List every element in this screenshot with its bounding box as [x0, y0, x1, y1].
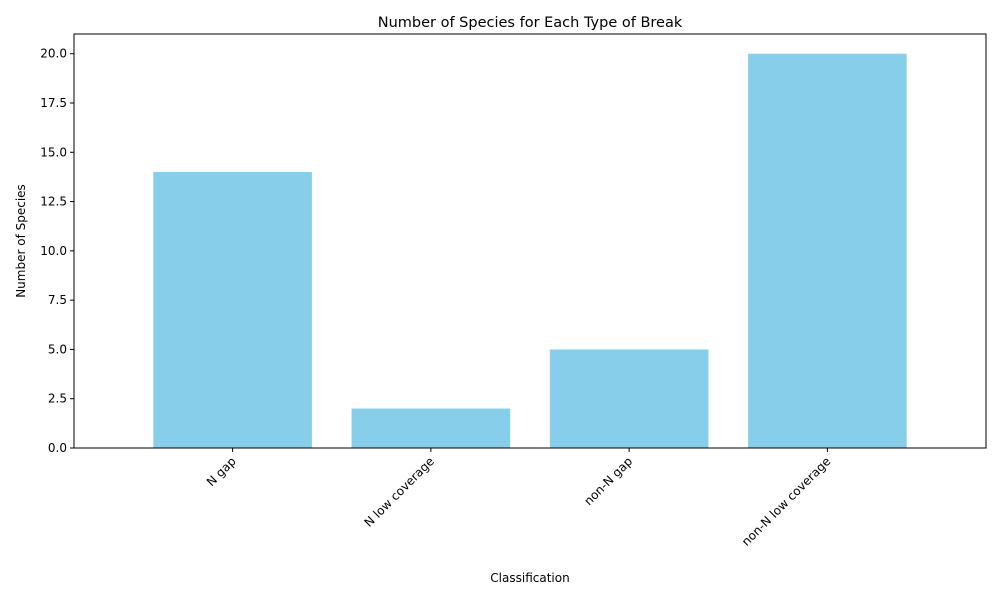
y-tick-label: 5.0 [48, 342, 67, 356]
bar-non-n-low-coverage [748, 53, 907, 448]
y-tick-label: 12.5 [40, 195, 67, 209]
plot-frame [73, 33, 987, 449]
bar-n-low-coverage [351, 408, 511, 448]
x-tick-label: non-N low coverage [739, 454, 834, 549]
bar-n-gap [153, 172, 312, 448]
y-tick-label: 20.0 [40, 47, 67, 61]
bars-group [153, 53, 907, 448]
x-tick-label: non-N gap [581, 454, 635, 508]
chart-title: Number of Species for Each Type of Break [378, 15, 683, 31]
y-axis-ticks: 0.0 2.5 5.0 7.5 10.0 12.5 15.0 17.5 20.0 [40, 47, 74, 455]
y-tick-label: 2.5 [48, 392, 67, 406]
x-axis-label: Classification [490, 571, 569, 585]
y-axis-label: Number of Species [14, 184, 28, 298]
x-axis-ticks: N gap N low coverage non-N gap non-N low co… [204, 448, 834, 549]
y-tick-label: 10.0 [40, 244, 67, 258]
y-tick-label: 0.0 [48, 441, 67, 455]
y-tick-label: 15.0 [40, 145, 67, 159]
y-tick-label: 7.5 [48, 293, 67, 307]
x-tick-label: N low coverage [361, 454, 437, 530]
y-tick-label: 17.5 [40, 96, 67, 110]
x-tick-label: N gap [204, 454, 239, 489]
bar-non-n-gap [549, 349, 709, 448]
